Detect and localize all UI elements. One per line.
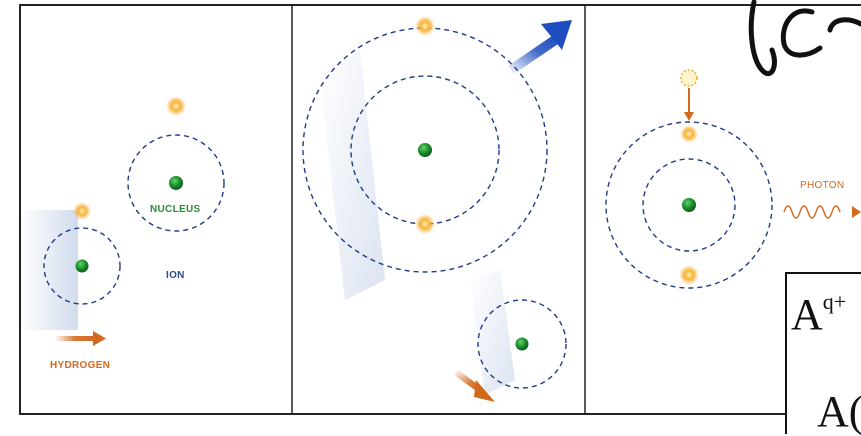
equation-box: Aq+ A( (785, 272, 861, 434)
ion-motion-streak (320, 50, 385, 300)
vacated-electron-position (680, 69, 698, 87)
relax-electron-top (680, 125, 698, 143)
hydrogen-atom (20, 202, 121, 330)
panel-3-emission (605, 0, 861, 289)
ion-outgoing-arrow (508, 20, 572, 74)
hydrogen-orbit (43, 227, 121, 305)
nucleus-label: NUCLEUS (150, 204, 201, 215)
photon-wave (783, 205, 861, 219)
equation-top-sup: q+ (822, 289, 847, 314)
proton-motion-streak (470, 270, 515, 395)
captured-electron-bottom (415, 214, 435, 234)
ion-label: ION (166, 270, 185, 281)
bare-proton (470, 270, 567, 395)
proton-outgoing-arrow (454, 370, 495, 402)
collision-diagram (19, 0, 861, 415)
ion-electron (166, 96, 186, 116)
photon-label: PHOTON (800, 180, 845, 191)
relax-nucleus (682, 198, 696, 212)
hydrogen-motion-arrow (55, 331, 106, 346)
relaxing-ion-atom (605, 69, 773, 289)
panel-1-approach (20, 96, 225, 346)
captured-inner-orbit (350, 75, 500, 225)
hydrogen-motion-streak (20, 210, 78, 330)
ion-orbit (127, 134, 225, 232)
handwritten-scribble (748, 0, 861, 76)
equation-top: Aq+ (791, 280, 846, 337)
hydrogen-electron (73, 202, 91, 220)
ion-atom (127, 96, 225, 232)
equation-bottom: A( (817, 387, 861, 436)
proton-orbit (477, 299, 567, 389)
equation-top-base: A (791, 290, 823, 339)
electron-transition-arrow (684, 88, 694, 121)
panel-2-capture (302, 16, 572, 402)
captured-outer-orbit (302, 27, 548, 273)
captured-ion-atom (302, 16, 548, 273)
proton-nucleus (515, 337, 529, 351)
diagram-frame (19, 4, 861, 415)
captured-electron-top (415, 16, 435, 36)
captured-nucleus (418, 143, 432, 157)
ion-nucleus (169, 176, 183, 190)
relax-outer-orbit (605, 121, 773, 289)
hydrogen-nucleus (75, 259, 89, 273)
relax-electron-bottom (679, 265, 699, 285)
relax-inner-orbit (642, 158, 736, 252)
hydrogen-label: HYDROGEN (50, 360, 111, 371)
